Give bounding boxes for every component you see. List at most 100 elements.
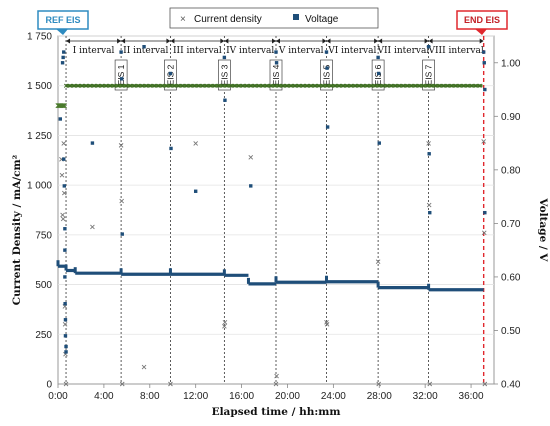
interval-arrowhead	[479, 38, 484, 44]
x-axis-title: Elapsed time / hh:mm	[212, 406, 341, 418]
current-point	[324, 322, 330, 327]
current-point	[429, 83, 434, 88]
current-point	[353, 83, 358, 88]
voltage-point	[90, 141, 95, 145]
current-point	[256, 83, 261, 88]
legend-box	[169, 7, 379, 29]
end-eis-badge: END EIS	[456, 10, 508, 35]
current-point	[83, 83, 89, 88]
current-point	[240, 83, 245, 88]
current-point	[345, 83, 350, 88]
current-point	[481, 230, 487, 236]
current-point	[425, 83, 430, 88]
current-point	[120, 83, 125, 88]
voltage-point	[483, 210, 487, 215]
current-point	[224, 83, 229, 88]
current-point	[168, 381, 173, 387]
end-eis-label: END EIS	[464, 15, 500, 25]
current-point	[426, 141, 431, 146]
current-point	[469, 83, 474, 88]
interval-arrowhead	[66, 38, 71, 44]
ref-eis-label: REF EIS	[45, 15, 80, 25]
current-point	[61, 141, 67, 146]
current-point	[264, 83, 269, 88]
interval-label: VII interval	[376, 46, 429, 56]
current-point	[288, 83, 294, 88]
ref-eis-badge: REF EIS	[37, 10, 89, 35]
current-point	[273, 381, 279, 387]
eis-label-box	[269, 59, 283, 91]
current-point	[60, 103, 67, 109]
current-point	[274, 373, 279, 379]
current-point	[441, 83, 446, 88]
voltage-point	[376, 71, 381, 76]
x-tick-label: 36:00	[459, 391, 484, 402]
current-point	[341, 83, 346, 88]
current-point	[244, 83, 249, 88]
current-point	[168, 83, 173, 88]
interval-arrowhead	[378, 38, 383, 44]
current-point	[188, 83, 193, 88]
interval-label: V interval	[278, 46, 324, 56]
x-tick-label: 32:00	[413, 391, 438, 402]
current-point	[222, 320, 228, 325]
voltage-step-point	[246, 277, 250, 284]
current-point	[482, 381, 488, 387]
current-point	[445, 83, 450, 88]
current-point	[268, 83, 273, 88]
voltage-point	[64, 344, 68, 349]
current-point	[62, 322, 68, 327]
voltage-point	[58, 117, 62, 121]
eis-label: EIS 4	[271, 64, 281, 85]
voltage-point	[193, 189, 198, 193]
current-point	[140, 83, 145, 88]
interval-label: VIII interval	[427, 46, 483, 56]
y-axis-right: 0.40 0.50 0.60 0.70 0.80 0.90 1.00	[494, 58, 521, 391]
current-point	[433, 83, 438, 88]
interval-arrowhead	[166, 38, 171, 44]
interval-arrowhead	[117, 38, 122, 44]
voltage-point	[325, 66, 329, 70]
interval-label: II interval	[123, 46, 168, 56]
ref-eis-pointer	[56, 29, 68, 35]
interval-arrowhead	[424, 38, 429, 44]
current-point	[88, 83, 93, 88]
current-point	[308, 83, 314, 88]
current-point	[405, 83, 410, 88]
y-right-tick-label: 0.90	[501, 112, 521, 123]
interval-arrowhead	[326, 38, 331, 44]
current-point	[108, 83, 113, 88]
voltage-point	[481, 50, 486, 54]
current-point	[222, 324, 227, 329]
voltage-point	[428, 210, 432, 215]
current-point	[60, 216, 66, 222]
current-point	[457, 83, 462, 88]
current-point	[377, 83, 382, 88]
current-point	[248, 154, 254, 160]
current-point	[312, 83, 318, 88]
current-point	[119, 381, 125, 387]
current-point	[220, 83, 225, 88]
voltage-point	[63, 318, 68, 322]
current-point	[96, 83, 101, 88]
y-right-tick-label: 0.60	[501, 272, 521, 283]
voltage-point	[119, 50, 123, 54]
current-point	[376, 381, 382, 387]
current-point	[124, 83, 129, 88]
y-left-tick-label: 500	[35, 280, 52, 291]
legend-voltage-marker	[293, 14, 299, 20]
current-point	[61, 103, 67, 109]
eis-label: EIS 3	[219, 64, 229, 85]
current-point	[118, 143, 124, 148]
voltage-step-point	[427, 283, 431, 290]
current-point	[152, 83, 157, 88]
x-tick-label: 28:00	[367, 391, 392, 402]
voltage-point	[325, 125, 330, 129]
current-point	[465, 83, 470, 88]
current-point	[449, 83, 454, 88]
eis-label: EIS 7	[424, 64, 434, 85]
current-point	[148, 83, 153, 88]
y-right-tick-label: 0.80	[501, 165, 521, 176]
current-point	[389, 83, 394, 88]
current-point	[365, 83, 370, 88]
